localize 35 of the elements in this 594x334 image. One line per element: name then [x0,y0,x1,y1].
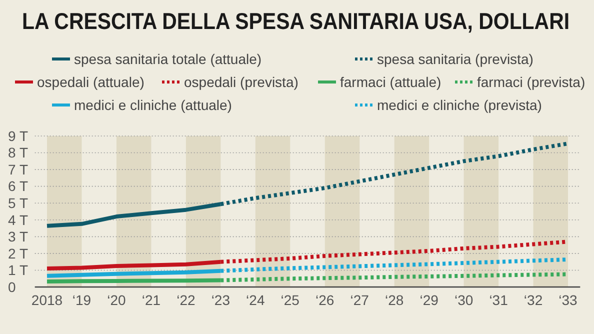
legend-label: spesa sanitaria totale (attuale) [74,50,262,67]
x-tick-label: ‘33 [558,292,578,308]
y-tick-label: 0 [8,278,16,295]
x-tick-label: ‘22 [176,292,196,308]
y-tick-label: 5 T [8,195,28,212]
y-tick-label: 4 T [8,212,28,228]
x-tick-label: ‘21 [142,292,161,308]
x-tick-label: ‘27 [350,292,370,308]
x-tick-label: ‘29 [420,292,439,308]
x-tick-label: ‘26 [316,292,334,308]
x-tick-label: ‘20 [107,292,126,308]
x-tick-label: ‘31 [489,292,508,308]
x-tick-label: 2018 [31,292,63,308]
x-tick-label: ‘25 [280,292,300,308]
legend-label: medici e cliniche (prevista) [377,96,542,113]
y-tick-label: 7 T [8,161,28,178]
legend-label: farmaci (attuale) [340,74,442,90]
y-tick-label: 2 T [8,245,28,262]
x-tick-label: ‘28 [384,292,404,308]
x-tick-label: ‘32 [524,292,543,308]
y-tick-label: 3 T [8,228,28,245]
legend-label: farmaci (prevista) [477,74,586,90]
y-tick-label: 6 T [8,178,28,194]
legend-label: spesa sanitaria (prevista) [377,50,534,67]
legend-label: ospedali (attuale) [37,74,144,90]
legend-label: medici e cliniche (attuale) [74,96,232,113]
y-tick-label: 9 T [8,128,28,144]
chart-title: LA CRESCITA DELLA SPESA SANITARIA USA, DOLLARI [22,8,570,34]
legend-label: ospedali (prevista) [184,74,298,90]
x-tick-label: ‘23 [211,292,230,308]
x-tick-label: ‘24 [246,292,265,308]
y-tick-label: 1 T [8,262,28,278]
x-tick-label: ‘19 [72,292,92,308]
x-tick-label: ‘30 [454,292,474,308]
y-tick-label: 8 T [8,144,28,161]
